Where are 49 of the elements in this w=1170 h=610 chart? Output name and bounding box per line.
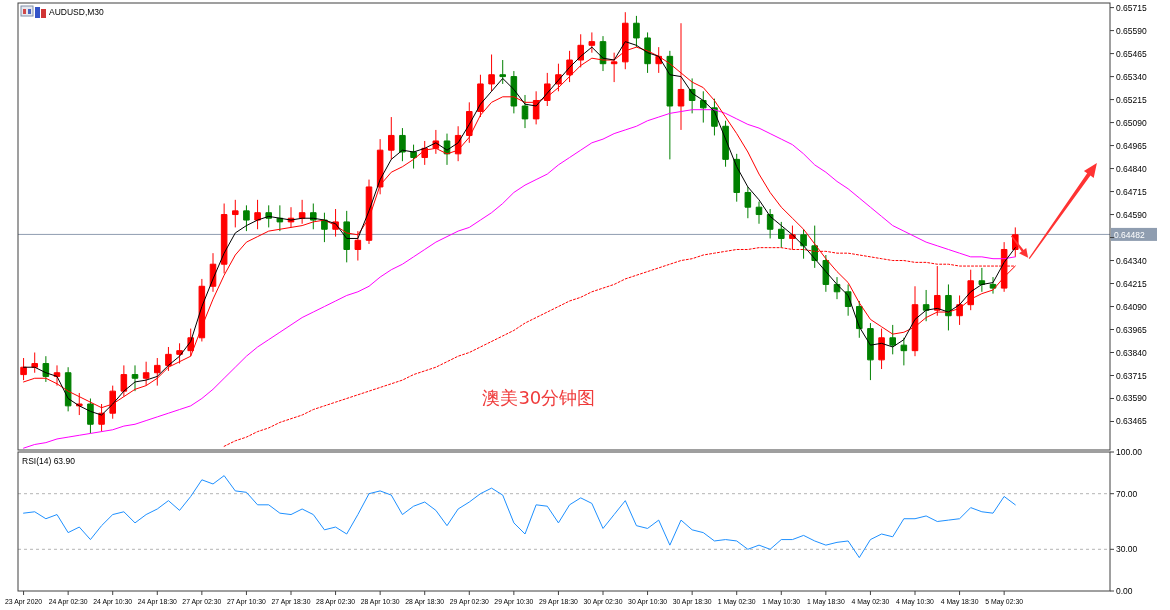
- text: RSI(14) 63.90: [22, 456, 76, 466]
- x-tick-label: 4 May 10:30: [896, 596, 934, 607]
- x-tick-label: 24 Apr 02:30: [48, 596, 88, 607]
- y-tick-label: 0.65590: [1116, 25, 1147, 36]
- x-tick-label: 23 Apr 2020: [5, 596, 43, 607]
- x-tick-label: 1 May 18:30: [806, 596, 845, 607]
- y-tick-label: 100.00: [1116, 447, 1143, 457]
- y-tick-label: 0.64715: [1116, 186, 1147, 197]
- x-tick-label: 27 Apr 18:30: [271, 596, 311, 607]
- x-tick-label: 29 Apr 10:30: [494, 596, 534, 607]
- y-tick-label: 0.65215: [1116, 94, 1147, 105]
- x-tick-label: 4 May 02:30: [851, 596, 890, 607]
- y-tick-label: 0.65340: [1116, 71, 1147, 82]
- y-tick-label: 0.64090: [1116, 301, 1147, 312]
- y-tick-label: 0.64215: [1116, 278, 1147, 289]
- ref-line-label: 0.64482: [1114, 229, 1145, 240]
- x-tick-label: 29 Apr 18:30: [538, 596, 578, 607]
- x-tick-label: 28 Apr 18:30: [405, 596, 445, 607]
- y-tick-label: 0.65465: [1116, 48, 1147, 59]
- y-tick-label: 0.64340: [1116, 255, 1147, 266]
- annotation: 澳美30分钟图: [482, 386, 596, 408]
- x-tick-label: 1 May 10:30: [762, 596, 801, 607]
- y-tick-label: 0.64590: [1116, 209, 1147, 220]
- x-tick-label: 30 Apr 02:30: [583, 596, 623, 607]
- x-tick-label: 28 Apr 10:30: [360, 596, 400, 607]
- y-tick-label: 70.00: [1116, 488, 1138, 499]
- x-tick-label: 28 Apr 02:30: [316, 596, 356, 607]
- y-tick-label: 30.00: [1116, 544, 1138, 555]
- text: AUDUSD,M30: [49, 7, 105, 17]
- y-tick-label: 0.63965: [1116, 324, 1147, 335]
- x-tick-label: 1 May 02:30: [717, 596, 756, 607]
- x-tick-label: 4 May 18:30: [940, 596, 979, 607]
- y-tick-label: 0.63465: [1116, 416, 1147, 427]
- x-tick-label: 30 Apr 10:30: [628, 596, 668, 607]
- y-tick-label: 0.64840: [1116, 163, 1147, 174]
- y-tick-label: 0.65090: [1116, 117, 1147, 128]
- x-tick-label: 30 Apr 18:30: [672, 596, 712, 607]
- x-tick-label: 29 Apr 02:30: [449, 596, 489, 607]
- y-tick-label: 0.00: [1116, 586, 1133, 596]
- y-tick-label: 0.65715: [1116, 2, 1147, 13]
- y-tick-label: 0.63840: [1116, 347, 1147, 358]
- x-tick-label: 24 Apr 18:30: [137, 596, 177, 607]
- y-tick-label: 0.63590: [1116, 393, 1147, 404]
- y-tick-label: 0.64965: [1116, 140, 1147, 151]
- x-tick-label: 27 Apr 02:30: [182, 596, 222, 607]
- x-tick-label: 24 Apr 10:30: [93, 596, 133, 607]
- x-tick-label: 27 Apr 10:30: [226, 596, 266, 607]
- x-tick-label: 5 May 02:30: [985, 596, 1024, 607]
- y-tick-label: 0.63715: [1116, 370, 1147, 381]
